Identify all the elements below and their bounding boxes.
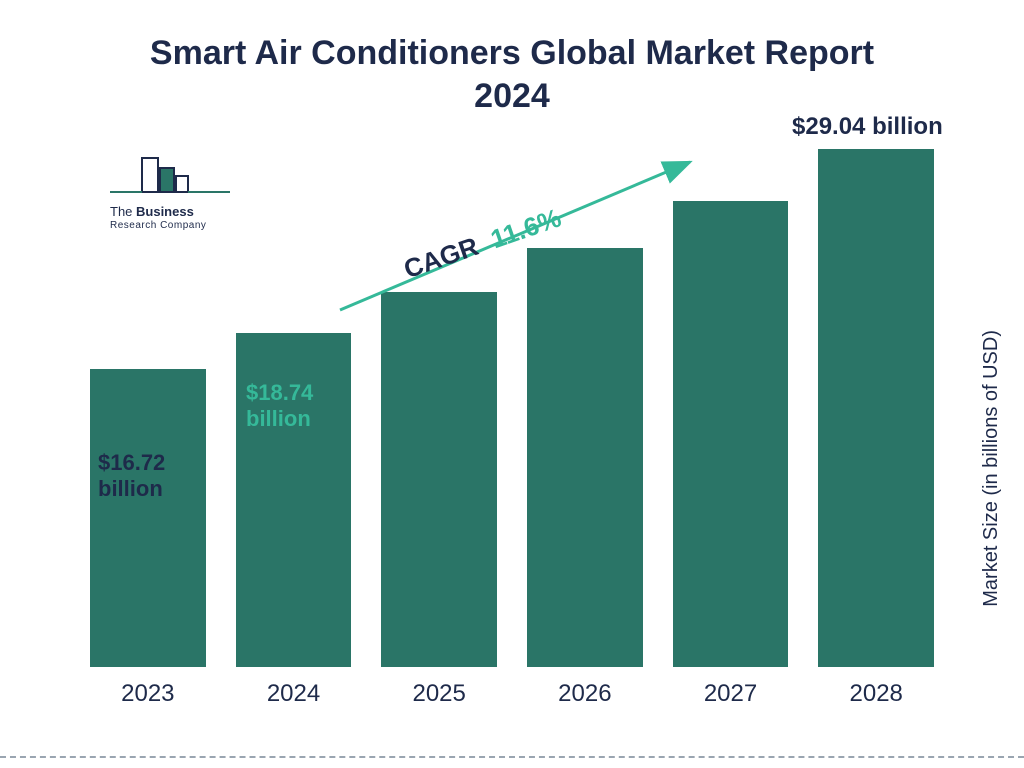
x-label-2028: 2028 (818, 680, 934, 708)
value-label-2023: $16.72 billion (98, 450, 165, 503)
bar-wrap (90, 369, 206, 667)
chart-title: Smart Air Conditioners Global Market Rep… (0, 32, 1024, 117)
cagr-annotation: CAGR 11.6% (355, 215, 519, 246)
value-2024-amount: $18.74 (246, 380, 313, 405)
x-label-2024: 2024 (236, 680, 352, 708)
bar-2028 (818, 149, 934, 667)
x-label-2027: 2027 (673, 680, 789, 708)
title-line-2: 2024 (474, 77, 550, 115)
value-2023-amount: $16.72 (98, 450, 165, 475)
title-line-1: Smart Air Conditioners Global Market Rep… (150, 34, 874, 72)
x-axis-labels: 2023 2024 2025 2026 2027 2028 (90, 680, 934, 708)
x-label-2023: 2023 (90, 680, 206, 708)
bar-wrap (818, 149, 934, 667)
value-2024-unit: billion (246, 406, 311, 431)
x-label-2026: 2026 (527, 680, 643, 708)
divider-dashed (0, 756, 1024, 758)
value-label-2028: $29.04 billion (792, 113, 943, 141)
y-axis-label: Market Size (in billions of USD) (980, 330, 1003, 607)
bar-2025 (381, 292, 497, 667)
bar-wrap (381, 292, 497, 667)
bar-2023 (90, 369, 206, 667)
chart-container: Smart Air Conditioners Global Market Rep… (0, 0, 1024, 768)
value-2023-unit: billion (98, 476, 163, 501)
value-label-2024: $18.74 billion (246, 380, 313, 433)
x-label-2025: 2025 (381, 680, 497, 708)
